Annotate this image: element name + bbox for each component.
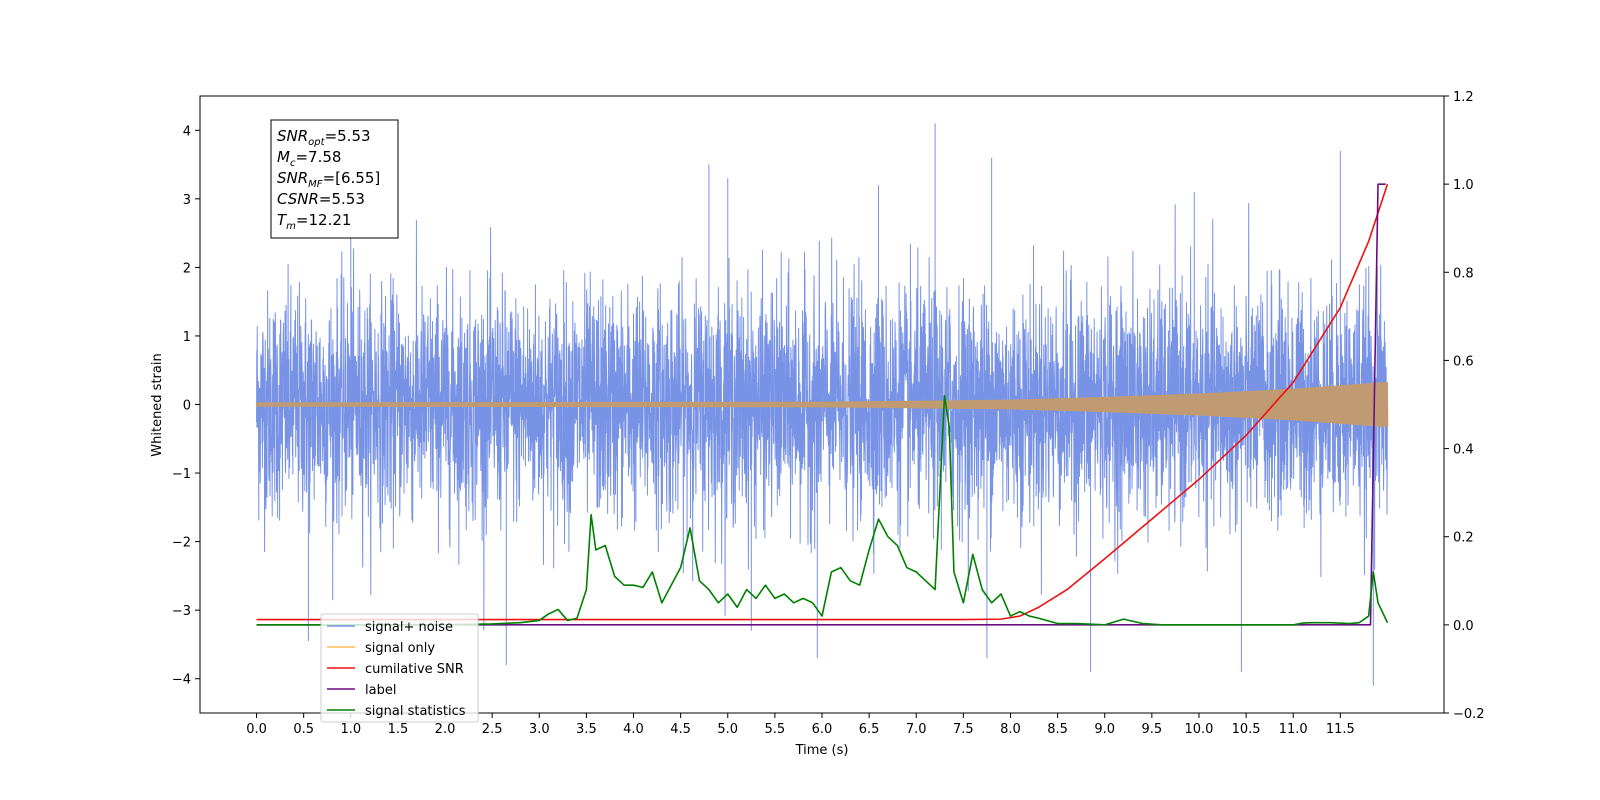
y-axis-left: −4 −3 −2 −1 0 1 2 3 4	[172, 124, 200, 688]
y-left-tick-label: 3	[183, 193, 191, 208]
annotation-line: Mc=7.58	[277, 148, 341, 169]
legend-label: signal only	[365, 641, 435, 656]
annotation-line: SNRopt=5.53	[277, 127, 371, 148]
legend-label: signal statistics	[365, 704, 466, 719]
series-cumilative-snr-line	[256, 183, 1389, 621]
series-label-line	[256, 183, 1386, 626]
annotation-line: CSNR=5.53	[277, 190, 365, 208]
legend-label: signal+ noise	[365, 620, 453, 635]
x-tick-label: 4.5	[670, 722, 691, 737]
x-tick-label: 9.0	[1094, 722, 1115, 737]
x-tick-label: 10.5	[1232, 722, 1261, 737]
legend-label: cumilative SNR	[365, 662, 464, 677]
annotation-line: SNRMF=[6.55]	[277, 169, 380, 190]
legend-frame	[320, 613, 479, 723]
series-signal-noise-line	[256, 123, 1388, 686]
series-signal-statistics-line	[256, 394, 1389, 626]
x-tick-label: 3.5	[576, 722, 597, 737]
y-right-tick-label: 0.8	[1453, 266, 1474, 281]
y-left-tick-label: −3	[172, 604, 191, 619]
x-axis-label: Time (s)	[795, 743, 849, 758]
x-tick-label: 3.0	[529, 722, 550, 737]
y-left-tick-label: −4	[172, 673, 191, 688]
x-tick-label: 7.0	[906, 722, 927, 737]
y-right-tick-label: 0.6	[1453, 354, 1474, 369]
annotation-frame	[270, 119, 399, 239]
y-left-tick-label: 4	[183, 124, 191, 139]
x-tick-label: 0.5	[293, 722, 314, 737]
x-tick-label: 9.5	[1142, 722, 1163, 737]
y-axis-left-label: Whitened strain	[150, 353, 165, 456]
x-axis: 0.0 0.5 1.0 1.5 2.0 2.5 3.0 3.5 4.0 4.5 5.0 5.5 6.0 6…	[246, 713, 1355, 737]
y-right-tick-label: 0.2	[1453, 531, 1474, 546]
y-right-tick-label: 1.0	[1453, 178, 1474, 193]
y-right-tick-label: 1.2	[1453, 90, 1474, 105]
x-tick-label: 10.0	[1184, 722, 1213, 737]
y-right-tick-label: −0.2	[1453, 707, 1485, 722]
series-layer	[255, 123, 1389, 686]
y-left-tick-label: 1	[183, 330, 191, 345]
y-axis-right: −0.2 0.0 0.2 0.4 0.6 0.8 1.0 1.2	[1444, 90, 1485, 722]
x-tick-label: 6.5	[859, 722, 880, 737]
y-right-tick-label: 0.4	[1453, 443, 1474, 458]
x-tick-label: 2.0	[435, 722, 456, 737]
x-tick-label: 2.5	[482, 722, 503, 737]
y-left-tick-label: 0	[183, 399, 191, 414]
x-tick-label: 6.0	[812, 722, 833, 737]
x-tick-label: 5.0	[717, 722, 738, 737]
annotation-line: Tm=12.21	[277, 211, 351, 232]
x-tick-label: 1.0	[340, 722, 361, 737]
x-tick-label: 8.0	[1000, 722, 1021, 737]
legend: signal+ noise signal only cumilative SNR la…	[320, 613, 479, 723]
x-tick-label: 11.0	[1279, 722, 1308, 737]
y-left-tick-label: −1	[172, 467, 191, 482]
x-tick-label: 0.0	[246, 722, 267, 737]
y-left-tick-label: −2	[172, 536, 191, 551]
y-left-tick-label: 2	[183, 261, 191, 276]
series-signal-only-line	[255, 381, 1389, 428]
y-right-tick-label: 0.0	[1453, 619, 1474, 634]
x-tick-label: 8.5	[1047, 722, 1068, 737]
x-tick-label: 1.5	[388, 722, 409, 737]
x-tick-label: 11.5	[1326, 722, 1355, 737]
legend-label: label	[365, 683, 396, 698]
x-tick-label: 7.5	[953, 722, 974, 737]
x-tick-label: 5.5	[765, 722, 786, 737]
x-tick-label: 4.0	[623, 722, 644, 737]
